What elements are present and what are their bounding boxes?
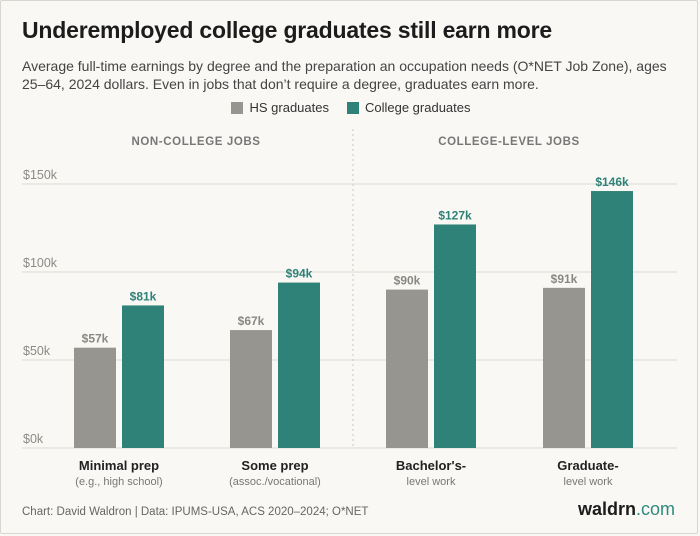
legend: HS graduates College graduates [1, 100, 700, 115]
legend-swatch-college [346, 101, 359, 114]
data-label-hs: $67k [238, 314, 265, 328]
data-label-college: $94k [286, 267, 313, 281]
category-sublabel: (e.g., high school) [75, 476, 162, 488]
bar-hs [386, 289, 428, 448]
data-label-college: $127k [438, 208, 472, 222]
y-tick-label: $100k [23, 256, 58, 270]
category-sublabel: (assoc./vocational) [229, 476, 321, 488]
source-credit: Chart: David Waldron | Data: IPUMS-USA, … [22, 506, 369, 518]
legend-label-hs: HS graduates [249, 100, 329, 115]
brand-name: waldrn [577, 499, 636, 519]
group-header-non-college: NON-COLLEGE JOBS [131, 136, 260, 148]
y-tick-label: $150k [23, 168, 58, 182]
group-header-college-level: COLLEGE-LEVEL JOBS [438, 136, 580, 148]
legend-item-college: College graduates [346, 100, 471, 115]
data-label-college: $146k [595, 175, 629, 189]
bar-college [278, 282, 320, 448]
category-label: Minimal prep [79, 458, 159, 473]
category-sublabel: level work [564, 476, 613, 488]
y-tick-label: $0k [23, 432, 44, 446]
y-tick-label: $50k [23, 344, 51, 358]
legend-label-college: College graduates [364, 100, 471, 115]
category-sublabel: level work [407, 476, 456, 488]
data-label-hs: $90k [394, 274, 421, 288]
bar-college [591, 191, 633, 449]
bar-hs [543, 287, 585, 448]
legend-item-hs: HS graduates [231, 100, 329, 115]
category-label: Some prep [241, 458, 308, 473]
bar-college [434, 224, 476, 448]
category-label: Graduate- [557, 458, 618, 473]
category-label: Bachelor's- [396, 458, 466, 473]
data-label-hs: $57k [82, 332, 109, 346]
brand-logo: waldrn.com [578, 499, 675, 520]
chart-subtitle: Average full-time earnings by degree and… [22, 58, 667, 92]
bar-college [122, 305, 164, 448]
bar-hs [74, 347, 116, 448]
legend-swatch-hs [231, 101, 244, 114]
brand-domain: .com [635, 499, 675, 519]
bar-hs [230, 330, 272, 448]
data-label-hs: $91k [551, 272, 578, 286]
chart-title: Underemployed college graduates still ea… [22, 17, 552, 43]
data-label-college: $81k [130, 289, 157, 303]
